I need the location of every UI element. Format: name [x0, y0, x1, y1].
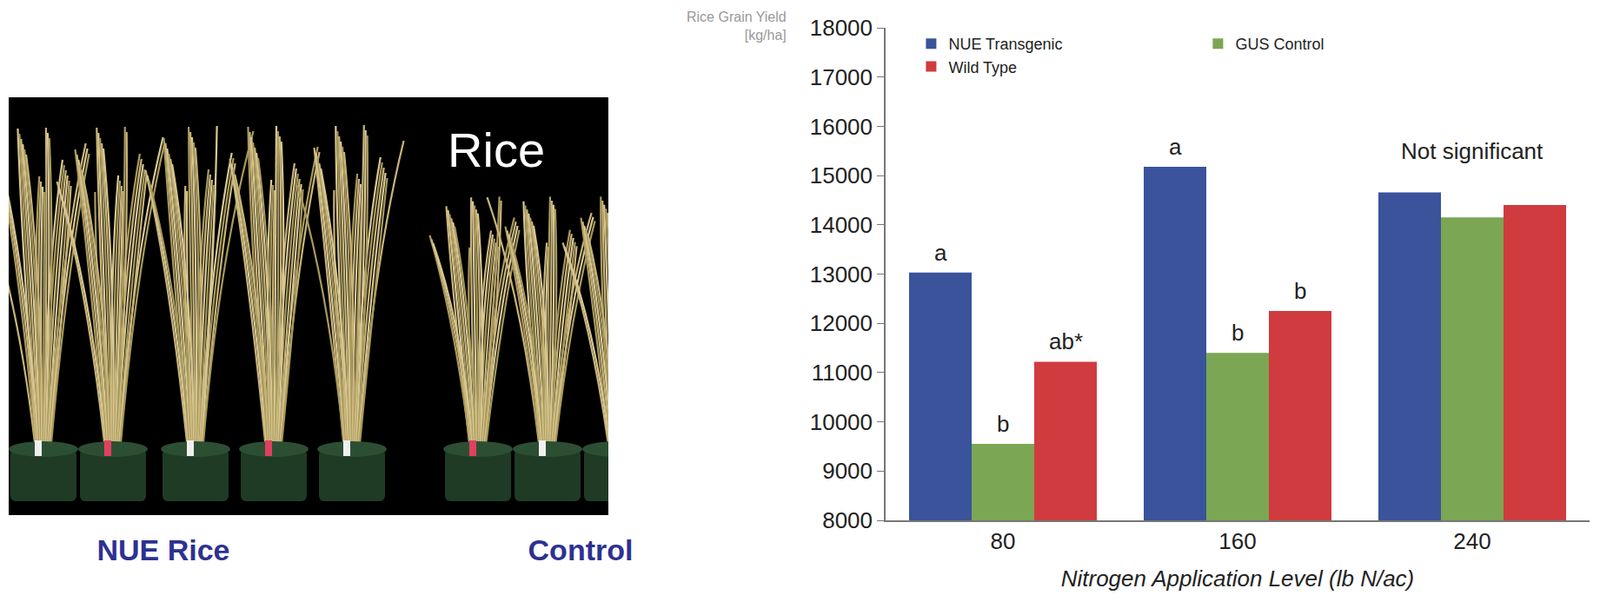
svg-text:Nitrogen Application Level (lb: Nitrogen Application Level (lb N/ac) — [1061, 565, 1415, 592]
svg-text:Rice Grain Yield[kg/ha]: Rice Grain Yield[kg/ha] — [686, 9, 787, 43]
svg-text:a: a — [1168, 133, 1182, 160]
svg-text:Not significant: Not significant — [1400, 138, 1544, 165]
svg-text:160: 160 — [1218, 528, 1256, 555]
svg-text:a: a — [934, 239, 948, 266]
svg-text:Wild Type: Wild Type — [948, 59, 1017, 77]
svg-text:Rice: Rice — [447, 122, 545, 178]
svg-text:b: b — [996, 411, 1010, 438]
svg-text:9000: 9000 — [822, 458, 873, 485]
html-text:Control: Control — [528, 533, 634, 567]
svg-text:8000: 8000 — [822, 507, 873, 534]
svg-text:16000: 16000 — [809, 113, 873, 140]
svg-text:18000: 18000 — [809, 14, 873, 41]
svg-text:14000: 14000 — [809, 212, 873, 239]
svg-text:ab*: ab* — [1048, 328, 1083, 355]
svg-text:GUS Control: GUS Control — [1234, 35, 1324, 54]
svg-text:b: b — [1231, 319, 1244, 346]
svg-text:240: 240 — [1453, 528, 1491, 555]
svg-text:80: 80 — [990, 528, 1016, 555]
svg-text:10000: 10000 — [809, 409, 873, 436]
svg-text:15000: 15000 — [809, 162, 873, 189]
svg-text:b: b — [1294, 278, 1307, 305]
svg-text:13000: 13000 — [809, 261, 873, 288]
html-text:NUE Rice: NUE Rice — [96, 533, 230, 567]
svg-text:17000: 17000 — [809, 64, 873, 91]
svg-text:12000: 12000 — [809, 310, 873, 337]
svg-text:11000: 11000 — [811, 359, 873, 386]
svg-text:NUE Transgenic: NUE Transgenic — [948, 35, 1063, 54]
